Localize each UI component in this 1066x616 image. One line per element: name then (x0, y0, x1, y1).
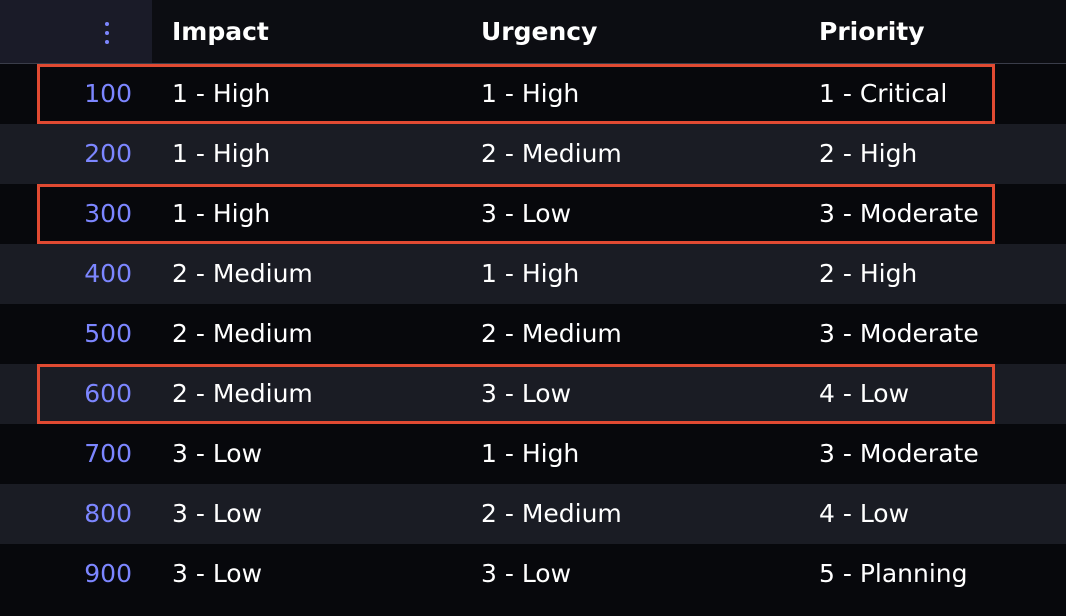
table-row[interactable]: 800 3 - Low 2 - Medium 4 - Low (0, 484, 1066, 544)
urgency-cell: 1 - High (481, 79, 580, 108)
impact-cell: 2 - Medium (172, 319, 313, 348)
table-row[interactable]: 300 1 - High 3 - Low 3 - Moderate (0, 184, 1066, 244)
row-number[interactable]: 500 (84, 319, 132, 348)
priority-cell: 5 - Planning (819, 559, 968, 588)
impact-cell: 1 - High (172, 79, 271, 108)
urgency-cell: 3 - Low (481, 379, 572, 408)
impact-cell: 1 - High (172, 199, 271, 228)
column-header-priority[interactable]: Priority (819, 17, 925, 46)
urgency-cell: 3 - Low (481, 199, 572, 228)
row-number[interactable]: 300 (84, 199, 132, 228)
impact-cell: 3 - Low (172, 559, 263, 588)
priority-cell: 3 - Moderate (819, 439, 979, 468)
table-row[interactable]: 600 2 - Medium 3 - Low 4 - Low (0, 364, 1066, 424)
table-row[interactable]: 700 3 - Low 1 - High 3 - Moderate (0, 424, 1066, 484)
urgency-cell: 2 - Medium (481, 499, 622, 528)
row-number[interactable]: 900 (84, 559, 132, 588)
priority-cell: 2 - High (819, 139, 918, 168)
table-header: Impact Urgency Priority (0, 0, 1066, 64)
priority-cell: 4 - Low (819, 379, 910, 408)
impact-cell: 2 - Medium (172, 379, 313, 408)
priority-cell: 4 - Low (819, 499, 910, 528)
urgency-cell: 2 - Medium (481, 139, 622, 168)
column-header-impact[interactable]: Impact (172, 17, 269, 46)
table-row[interactable]: 500 2 - Medium 2 - Medium 3 - Moderate (0, 304, 1066, 364)
impact-cell: 3 - Low (172, 439, 263, 468)
row-number[interactable]: 600 (84, 379, 132, 408)
table-row[interactable]: 200 1 - High 2 - Medium 2 - High (0, 124, 1066, 184)
urgency-cell: 2 - Medium (481, 319, 622, 348)
urgency-cell: 3 - Low (481, 559, 572, 588)
row-number[interactable]: 800 (84, 499, 132, 528)
impact-cell: 1 - High (172, 139, 271, 168)
table-row[interactable]: 100 1 - High 1 - High 1 - Critical (0, 64, 1066, 124)
impact-cell: 2 - Medium (172, 259, 313, 288)
row-number[interactable]: 400 (84, 259, 132, 288)
priority-cell: 3 - Moderate (819, 199, 979, 228)
table-row[interactable]: 900 3 - Low 3 - Low 5 - Planning (0, 544, 1066, 604)
table-row[interactable]: 400 2 - Medium 1 - High 2 - High (0, 244, 1066, 304)
column-header-urgency[interactable]: Urgency (481, 17, 598, 46)
row-number[interactable]: 700 (84, 439, 132, 468)
priority-cell: 3 - Moderate (819, 319, 979, 348)
column-menu-cell[interactable] (0, 0, 152, 63)
priority-cell: 1 - Critical (819, 79, 948, 108)
urgency-cell: 1 - High (481, 439, 580, 468)
priority-cell: 2 - High (819, 259, 918, 288)
row-number[interactable]: 200 (84, 139, 132, 168)
vertical-ellipsis-icon[interactable] (104, 22, 110, 44)
urgency-cell: 1 - High (481, 259, 580, 288)
row-number[interactable]: 100 (84, 79, 132, 108)
impact-cell: 3 - Low (172, 499, 263, 528)
